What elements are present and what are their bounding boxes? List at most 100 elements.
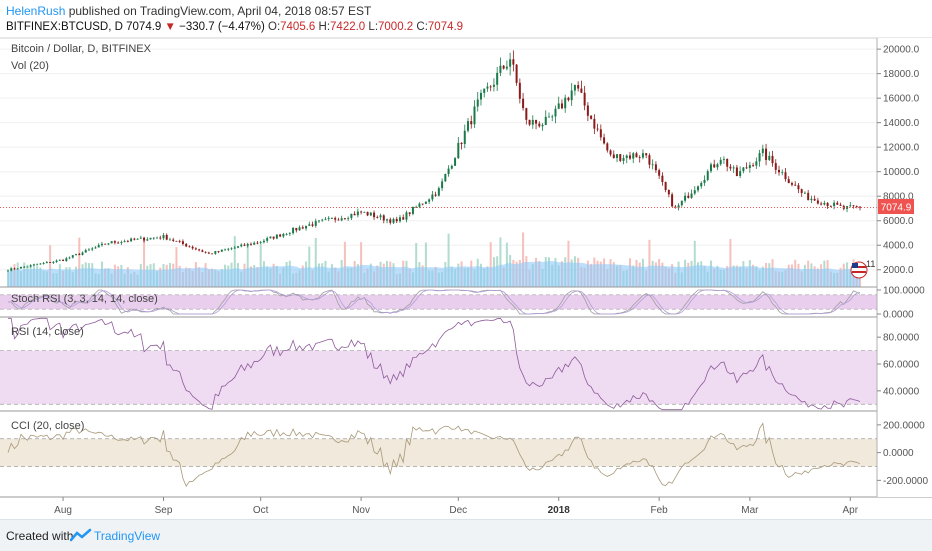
candle-body — [249, 243, 252, 245]
candle-body — [405, 212, 408, 220]
candle-body — [194, 248, 197, 250]
candle-body — [162, 235, 165, 239]
candle-body — [259, 242, 262, 243]
created-with-text: Created with — [6, 529, 74, 543]
candle-body — [321, 219, 324, 221]
marker-count: 11 — [866, 259, 875, 269]
candle-body — [483, 88, 486, 93]
candle-body — [758, 153, 761, 162]
candle-body — [616, 154, 619, 159]
candle-body — [334, 217, 337, 220]
candle-body — [136, 238, 139, 240]
candle-body — [606, 143, 609, 151]
axis-tick-label: 8000.0 — [883, 192, 914, 203]
time-tick-label: Mar — [741, 505, 759, 516]
candle-body — [317, 220, 321, 222]
volume-bar — [175, 247, 178, 287]
axis-tick-label: 80.0000 — [883, 333, 920, 344]
candle-body — [386, 219, 389, 221]
candle-body — [32, 264, 35, 266]
candle-body — [156, 237, 159, 239]
candle-body — [366, 211, 369, 216]
candle-body — [619, 154, 622, 161]
candle-body — [603, 137, 606, 144]
candle-body — [765, 148, 768, 160]
candle-body — [735, 167, 738, 177]
candle-body — [330, 217, 333, 219]
price-badge: 7074.9 — [878, 199, 914, 214]
stoch-d-line — [8, 289, 861, 315]
time-tick-label: Sep — [155, 505, 173, 516]
candle-body — [726, 159, 729, 167]
candle-body — [188, 246, 191, 248]
publish-line: HelenRush published on TradingView.com, … — [6, 4, 371, 18]
candle-body — [667, 189, 670, 195]
candle-body — [638, 157, 641, 159]
candle-body — [78, 254, 81, 255]
candle-body — [185, 243, 188, 247]
chart-area[interactable]: 20000.0 18000.0 16000.0 14000.0 12000.0 10000… — [0, 0, 932, 519]
tradingview-link[interactable]: TradingView — [94, 529, 161, 543]
main-pane-title: Bitcoin / Dollar, D, BITFINEX — [11, 43, 152, 55]
price-badge-text: 7074.9 — [881, 203, 912, 214]
candle-body — [395, 218, 398, 222]
candle-body — [272, 236, 275, 239]
candle-body — [739, 171, 742, 177]
candle-body — [10, 268, 13, 271]
time-tick-label: Dec — [449, 505, 467, 516]
candle-body — [117, 242, 120, 244]
candle-body — [55, 260, 58, 262]
candle-body — [373, 212, 376, 218]
candle-body — [428, 199, 431, 202]
candle-body — [324, 218, 327, 220]
candle-body — [505, 66, 508, 69]
candle-body — [441, 181, 444, 189]
candle-body — [499, 65, 502, 73]
candle-body — [664, 182, 667, 190]
author-link[interactable]: HelenRush — [6, 4, 66, 18]
candle-body — [761, 148, 764, 154]
axis-tick-label: 12000.0 — [883, 143, 920, 154]
candle-body — [703, 179, 706, 183]
candle-body — [755, 161, 758, 166]
volume-ma-area — [8, 261, 860, 287]
candle-body — [178, 240, 181, 242]
candle-body — [609, 150, 612, 155]
candle-body — [784, 172, 787, 180]
volume-bar — [360, 242, 363, 287]
candle-body — [599, 129, 602, 138]
candle-body — [648, 155, 651, 165]
candle-body — [671, 194, 674, 207]
candle-body — [580, 88, 583, 93]
candle-body — [722, 159, 725, 160]
candle-body — [113, 241, 116, 243]
time-tick-label: Apr — [843, 505, 859, 516]
flag-marker-icon[interactable]: 11 — [850, 259, 875, 279]
candle-body — [217, 251, 220, 252]
candle-body — [586, 105, 589, 116]
candle-body — [748, 165, 751, 169]
axis-tick-label: 40.0000 — [883, 386, 920, 397]
cci-line — [7, 422, 861, 488]
candle-body — [343, 218, 346, 220]
candle-body — [110, 241, 113, 244]
volume-bar — [489, 242, 492, 287]
candle-body — [531, 119, 534, 125]
volume-bar — [314, 237, 317, 287]
candle-body — [567, 97, 570, 101]
candle-body — [91, 248, 94, 250]
candle-body — [165, 235, 168, 240]
candle-body — [544, 116, 547, 125]
candle-body — [198, 249, 201, 251]
candle-body — [680, 200, 683, 206]
candle-body — [62, 260, 65, 262]
candle-body — [58, 260, 61, 261]
volume-bar — [415, 242, 418, 287]
time-axis: Aug Sep Oct Nov Dec 2018 Feb Mar Apr — [54, 497, 859, 516]
candle-body — [778, 169, 781, 173]
tradingview-logo-icon — [70, 528, 92, 542]
candle-body — [454, 158, 457, 166]
rsi-band — [0, 350, 877, 405]
axis-tick-label: 2000.0 — [883, 265, 914, 276]
candle-body — [314, 221, 317, 226]
